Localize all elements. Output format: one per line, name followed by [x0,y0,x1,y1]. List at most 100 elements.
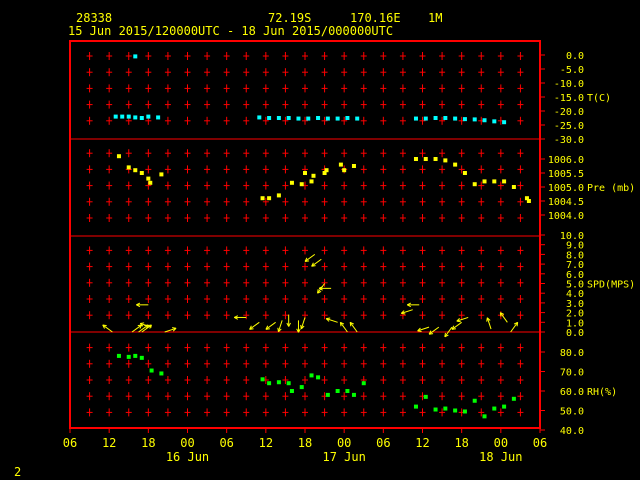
pressure-point [267,196,272,201]
wind-arrow-head [147,324,152,327]
x-day-label: 16 Jun [166,450,209,464]
x-tick-label: 00 [337,436,351,450]
wind-arrow-head [300,324,302,329]
pressure-point [303,171,307,175]
pressure-point [413,157,418,161]
y-tick-label-humidity: 60.0 [560,387,584,398]
pressure-point [133,168,138,173]
humidity-point [325,392,330,397]
temperature-point [257,115,262,120]
wind-arrow-head [234,315,239,318]
wind-arrow-head [407,304,412,308]
temperature-point [492,119,497,124]
wind-arrow [249,321,260,330]
wind-arrow-head [234,317,239,320]
temperature-point [482,118,487,123]
wind-arrow [339,321,348,333]
wind-arrow [277,320,283,332]
x-tick-label: 00 [180,436,194,450]
temperature-point [423,116,428,121]
pressure-point [299,182,304,187]
wind-arrow [140,322,152,328]
y-tick-label-humidity: 50.0 [560,407,584,418]
wind-arrow-head [516,322,519,327]
wind-arrow-head [311,265,316,267]
pressure-point [342,168,347,173]
x-tick-label: 18 [141,436,155,450]
wind-arrow-head [265,328,270,330]
x-tick-label: 06 [219,436,233,450]
wind-arrow-head [140,322,145,324]
wind-arrow-head [325,318,330,322]
x-tick-label: 06 [376,436,390,450]
wind-arrow-head [172,327,177,332]
panel-label-pressure: Pre (mb) [587,183,635,194]
panel-layer: 0.0 -5.0 -10.0 -15.0 -20.0 -25.0 -30.0 T(C) 1006… [540,51,635,437]
y-tick-label-wind: 1.0 [566,318,584,329]
wind-arrow-head [317,290,322,294]
temperature-point [462,117,467,122]
y-tick-label-pressure: 1006.0 [548,155,584,166]
humidity-point [472,398,477,403]
y-tick-label-wind: 6.0 [566,270,584,281]
humidity-point [139,355,144,360]
x-tick-label: 06 [63,436,77,450]
temperature-point [433,116,438,120]
y-tick-label-pressure: 1004.0 [548,211,584,222]
wind-arrow [311,258,322,267]
wind-arrow-head [500,312,505,315]
x-tick-label: 12 [102,436,116,450]
temperature-point [286,116,291,120]
wind-arrow-head [456,317,460,322]
wind-arrow-head [340,321,345,325]
temperature-point [267,116,272,120]
temperature-point [126,114,131,119]
y-tick-label-wind: 5.0 [566,280,584,291]
wind-arrow-head [139,324,143,329]
wind-arrow-head [444,334,449,338]
temperature-point [133,115,138,120]
pressure-point [351,164,356,168]
wind-arrow-head [456,320,461,323]
y-tick-label-wind: 2.0 [566,309,584,320]
latitude: 72.19S [268,11,311,25]
station-id: 28338 [76,11,112,25]
y-tick-label-temperature: -25.0 [554,121,584,132]
plot-frame [69,40,541,429]
temperature-point [316,116,321,120]
humidity-point [299,385,304,390]
wind-arrow [102,324,113,333]
pressure-point [472,182,477,187]
pressure-point [443,158,448,163]
y-tick-label-temperature: -10.0 [554,79,584,90]
humidity-point [413,404,418,409]
pressure-point [260,196,265,201]
pressure-point [324,168,329,173]
y-tick-label-temperature: -15.0 [554,93,584,104]
header: 28338 72.19S 170.16E 1M 15 Jun 2015/1200… [68,11,442,38]
pressure-point [322,171,327,175]
wind-arrow-head [428,330,432,335]
wind-arrow-head [296,328,299,333]
humidity-point [492,406,497,411]
y-tick-label-wind: 8.0 [566,250,584,261]
pressure-point [462,171,467,175]
wind-arrow [401,309,413,314]
humidity-point [482,414,487,419]
temperature-point [453,116,458,121]
pressure-point [502,179,507,184]
humidity-point [453,408,458,413]
panel-label-wind: SPD(MPS) [587,280,635,291]
humidity-point [159,371,164,376]
wind-arrow [417,326,430,332]
temperature-point [355,116,360,121]
y-tick-label-humidity: 70.0 [560,368,584,379]
humidity-point [133,353,138,358]
humidity-point [335,389,340,393]
axis-layer: 06 12 18 00 06 12 18 00 06 12 18 00 06 16 Jun 17 Jun 18… [63,428,547,464]
wind-arrow-head [278,328,282,333]
wind-arrow [304,253,316,262]
y-tick-label-pressure: 1004.5 [548,197,584,208]
humidity-point [286,381,291,386]
